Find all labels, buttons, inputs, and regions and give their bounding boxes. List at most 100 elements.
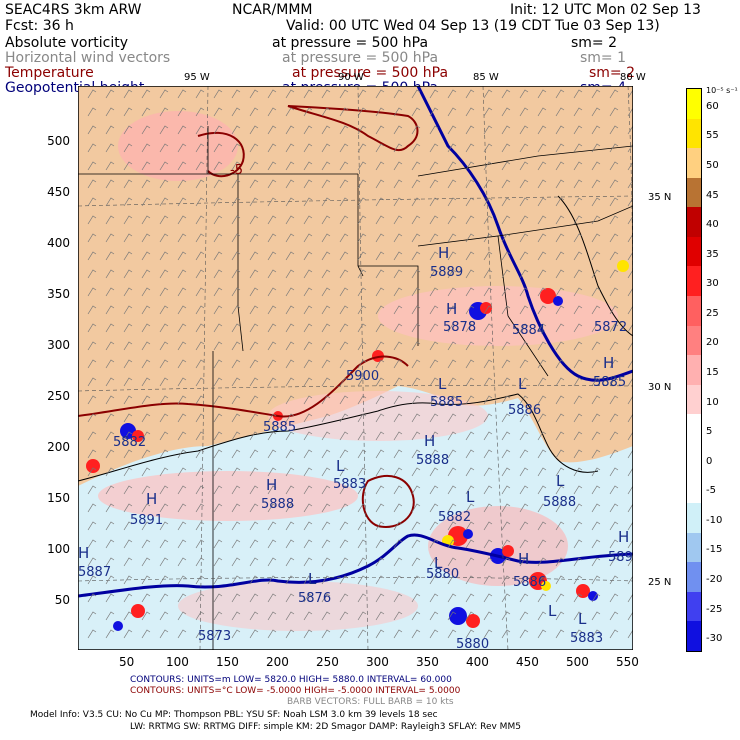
wind-barb: [105, 521, 115, 531]
wind-barb: [105, 179, 115, 189]
wind-barb: [465, 287, 475, 297]
wind-barb: [357, 395, 367, 405]
wind-barb: [627, 413, 633, 423]
wind-barb: [429, 341, 439, 351]
wind-barb: [573, 305, 583, 315]
colorbar-segment: [687, 562, 701, 593]
wind-barb: [123, 179, 133, 189]
wind-barb: [87, 485, 97, 495]
wind-barb: [393, 215, 403, 225]
wind-barb: [483, 125, 493, 135]
wind-barb: [87, 251, 97, 261]
wind-barb: [465, 611, 475, 621]
vorticity-patch: [428, 506, 568, 586]
wind-barb: [123, 341, 133, 351]
wind-barb: [321, 467, 331, 477]
wind-barb: [267, 161, 277, 171]
wind-barb: [483, 575, 493, 585]
wind-barb: [465, 233, 475, 243]
wind-barb: [555, 629, 565, 639]
wind-barb: [123, 197, 133, 207]
wind-barb: [429, 107, 439, 117]
wind-barb: [537, 323, 547, 333]
wind-barb: [375, 323, 385, 333]
wind-barb: [393, 611, 403, 621]
wind-barb: [339, 305, 349, 315]
wind-barb: [321, 395, 331, 405]
wind-barb: [159, 557, 169, 567]
wind-barb: [537, 161, 547, 171]
colorbar-label: 25: [706, 307, 719, 319]
wind-barb: [591, 215, 601, 225]
wind-barb: [573, 629, 583, 639]
wind-barb: [231, 287, 241, 297]
wind-barb: [177, 611, 187, 621]
wind-barb: [465, 449, 475, 459]
wind-barb: [483, 215, 493, 225]
wind-barb: [483, 89, 493, 99]
high-marker: H: [266, 476, 277, 494]
wind-barb: [465, 323, 475, 333]
temp-label: -5: [230, 163, 243, 178]
wind-barb: [609, 611, 619, 621]
wind-barb: [195, 377, 205, 387]
wind-barb: [501, 179, 511, 189]
wind-barb: [231, 269, 241, 279]
wind-barb: [213, 143, 223, 153]
wind-barb: [267, 377, 277, 387]
wind-barb: [393, 251, 403, 261]
wind-barb: [627, 107, 633, 117]
wind-barb: [447, 593, 457, 603]
wind-barb: [303, 251, 313, 261]
wind-barb: [267, 89, 277, 99]
wind-barb: [267, 629, 277, 639]
height-label: 5885: [263, 420, 296, 435]
low-marker: L: [556, 472, 565, 490]
y-tick: 100: [47, 542, 70, 556]
wind-barb: [501, 287, 511, 297]
wind-barb: [285, 251, 295, 261]
wind-barb: [375, 251, 385, 261]
wind-barb: [267, 197, 277, 207]
wind-barb: [195, 269, 205, 279]
wind-barb: [483, 449, 493, 459]
wind-barb: [447, 629, 457, 639]
wind-barb: [555, 557, 565, 567]
height-label: 5886: [508, 403, 541, 418]
wind-barb: [105, 269, 115, 279]
wind-barb: [519, 251, 529, 261]
wind-barb: [123, 125, 133, 135]
wind-barb: [609, 431, 619, 441]
wind-barb: [627, 341, 633, 351]
wind-barb: [447, 521, 457, 531]
wind-barb: [537, 557, 547, 567]
height-label: 5891: [130, 513, 163, 528]
colorbar-label: -15: [706, 544, 723, 556]
wind-barb: [303, 467, 313, 477]
wind-barb: [213, 269, 223, 279]
wind-barb: [105, 413, 115, 423]
wind-barb: [483, 413, 493, 423]
wind-barb: [447, 485, 457, 495]
high-marker: H: [446, 300, 457, 318]
wind-barb: [105, 197, 115, 207]
wind-barb: [447, 215, 457, 225]
wind-barb: [213, 107, 223, 117]
wind-barb: [465, 395, 475, 405]
wind-barb: [339, 197, 349, 207]
wind-barb: [231, 449, 241, 459]
height-label: 5884: [512, 323, 545, 338]
wind-barb: [609, 395, 619, 405]
height-label: 5880: [426, 567, 459, 582]
wind-barb: [393, 431, 403, 441]
wind-barb: [609, 197, 619, 207]
wind-barb: [483, 557, 493, 567]
wind-barb: [87, 359, 97, 369]
colorbar-label: 0: [706, 455, 713, 467]
wind-barb: [87, 521, 97, 531]
wind-barb: [357, 215, 367, 225]
wind-barb: [591, 107, 601, 117]
wind-barb: [159, 341, 169, 351]
wind-barb: [87, 413, 97, 423]
wind-barb: [231, 215, 241, 225]
